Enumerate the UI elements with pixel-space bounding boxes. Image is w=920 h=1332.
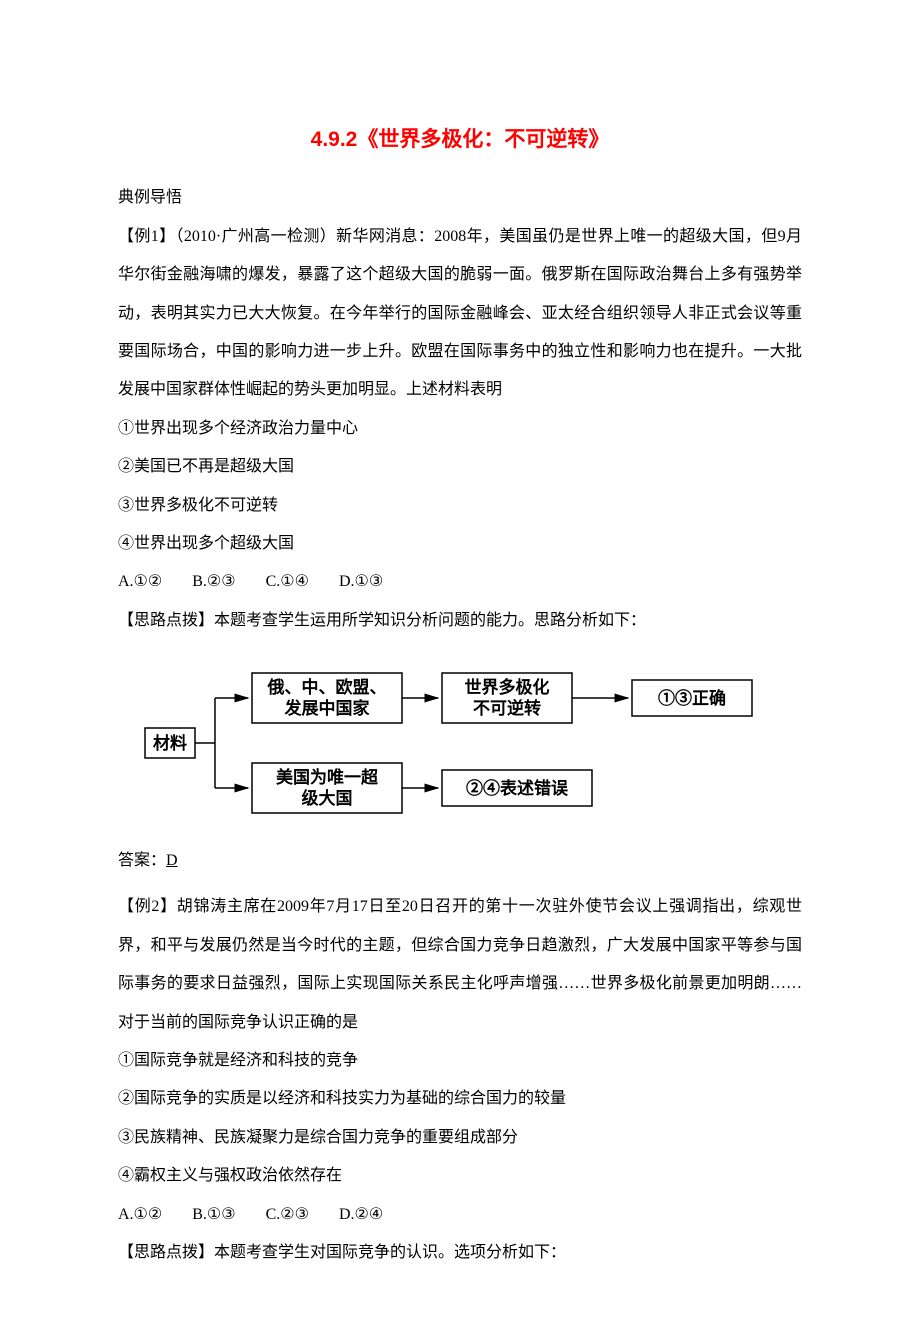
- page-title: 4.9.2《世界多极化：不可逆转》: [118, 115, 802, 165]
- ex2-statement-3: ③民族精神、民族凝聚力是综合国力竞争的重要组成部分: [118, 1119, 802, 1157]
- ex2-statement-2: ②国际竞争的实质是以经济和科技实力为基础的综合国力的较量: [118, 1080, 802, 1118]
- node-b3-text: ①③正确: [658, 688, 726, 708]
- ex1-lead: 【例1】（2010·广州高一检测）新华网消息：2008年，美国虽仍是世界上唯一的…: [118, 218, 802, 410]
- ex2-option-b: B.①③: [192, 1196, 235, 1234]
- ex1-statement-1: ①世界出现多个经济政治力量中心: [118, 410, 802, 448]
- node-b2-l2: 不可逆转: [473, 698, 541, 718]
- ex1-option-b: B.②③: [192, 563, 235, 601]
- node-b4-l2: 级大国: [302, 788, 353, 808]
- ex1-diagram: 材料 俄、中、欧盟、 发展中国家 世界多极化 不可逆转 ①③正确 美国为唯一超 …: [118, 658, 802, 828]
- ex1-options: A.①② B.②③ C.①④ D.①③: [118, 563, 802, 601]
- answer-label: 答案：: [118, 852, 166, 869]
- ex1-option-a: A.①②: [118, 563, 162, 601]
- ex1-option-d: D.①③: [339, 563, 383, 601]
- ex2-options: A.①② B.①③ C.②③ D.②④: [118, 1196, 802, 1234]
- ex2-statement-1: ①国际竞争就是经济和科技的竞争: [118, 1042, 802, 1080]
- flow-diagram-svg: 材料 俄、中、欧盟、 发展中国家 世界多极化 不可逆转 ①③正确 美国为唯一超 …: [140, 658, 780, 828]
- ex1-answer: 答案：D: [118, 842, 802, 880]
- ex2-statement-4: ④霸权主义与强权政治依然存在: [118, 1157, 802, 1195]
- ex2-option-a: A.①②: [118, 1196, 162, 1234]
- ex2-option-d: D.②④: [339, 1196, 383, 1234]
- node-b5-text: ②④表述错误: [466, 778, 569, 798]
- node-b1-l1: 俄、中、欧盟、: [267, 677, 387, 697]
- node-b2-l1: 世界多极化: [465, 677, 550, 697]
- node-root-text: 材料: [153, 733, 187, 753]
- ex1-option-c: C.①④: [266, 563, 309, 601]
- title-number: 4.9.2: [311, 128, 358, 151]
- ex1-statement-2: ②美国已不再是超级大国: [118, 448, 802, 486]
- node-b1-l2: 发展中国家: [284, 698, 370, 718]
- node-b4-l1: 美国为唯一超: [276, 767, 379, 787]
- ex2-lead: 【例2】胡锦涛主席在2009年7月17日至20日召开的第十一次驻外使节会议上强调…: [118, 888, 802, 1042]
- ex2-option-c: C.②③: [266, 1196, 309, 1234]
- ex1-statement-4: ④世界出现多个超级大国: [118, 525, 802, 563]
- section-heading: 典例导悟: [118, 179, 802, 217]
- answer-value: D: [166, 852, 178, 869]
- ex1-statement-3: ③世界多极化不可逆转: [118, 487, 802, 525]
- title-name: 《世界多极化：不可逆转》: [357, 128, 609, 151]
- ex2-hint: 【思路点拨】本题考查学生对国际竞争的认识。选项分析如下：: [118, 1234, 802, 1272]
- ex1-hint: 【思路点拨】本题考查学生运用所学知识分析问题的能力。思路分析如下：: [118, 602, 802, 640]
